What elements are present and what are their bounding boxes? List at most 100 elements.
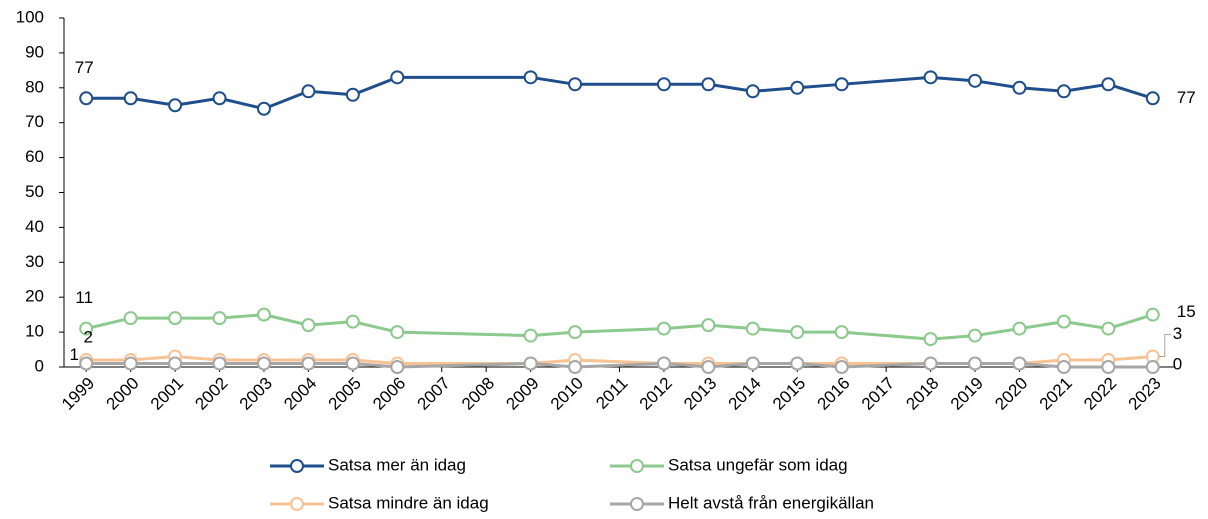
point [123, 91, 138, 106]
data-label: 0 [1173, 354, 1182, 373]
x-tick-label: 2001 [147, 374, 187, 414]
point [568, 325, 583, 340]
x-tick-label: 2006 [369, 374, 409, 414]
x-tick-label: 2022 [1080, 374, 1120, 414]
x-tick-label: 1999 [58, 374, 98, 414]
y-tick-label: 30 [25, 252, 44, 271]
point [656, 77, 671, 92]
x-tick-label: 2005 [325, 374, 365, 414]
point [923, 332, 938, 347]
x-tick-label: 2015 [769, 374, 809, 414]
legend-label: Satsa mer än idag [328, 455, 466, 474]
point [701, 77, 716, 92]
x-tick-label: 2023 [1125, 374, 1165, 414]
point [212, 91, 227, 106]
data-label: 77 [75, 58, 94, 77]
point [212, 356, 227, 371]
point [1101, 77, 1116, 92]
point [1056, 84, 1071, 99]
y-tick-label: 0 [35, 356, 44, 375]
point [568, 77, 583, 92]
x-tick-label: 2007 [414, 374, 454, 414]
x-tick-label: 2004 [280, 374, 320, 414]
x-tick-label: 2020 [991, 374, 1031, 414]
point [1012, 80, 1027, 95]
leader-line [1158, 334, 1171, 358]
y-tick-label: 80 [25, 77, 44, 96]
x-tick-label: 2014 [725, 374, 765, 414]
series-line [86, 75, 1154, 111]
point [790, 325, 805, 340]
legend-marker [630, 459, 644, 473]
x-tick-label: 2017 [858, 374, 898, 414]
point [168, 311, 183, 326]
y-tick-label: 90 [25, 42, 44, 61]
x-tick-label: 2019 [947, 374, 987, 414]
point [1101, 360, 1116, 374]
point [345, 87, 360, 102]
point [523, 70, 538, 85]
point [790, 356, 805, 371]
point [523, 328, 538, 343]
point [745, 356, 760, 371]
legend-marker [630, 497, 644, 511]
point [1145, 307, 1160, 322]
point [1012, 356, 1027, 371]
point [79, 356, 94, 371]
point [701, 360, 716, 374]
point [568, 360, 583, 374]
point [212, 311, 227, 326]
point [390, 70, 405, 85]
point [656, 321, 671, 336]
series-line [85, 313, 1154, 341]
x-tick-label: 2012 [636, 374, 676, 414]
legend-marker [290, 459, 304, 473]
point [1056, 360, 1071, 374]
point [968, 328, 983, 343]
data-label: 15 [1177, 302, 1196, 321]
x-tick-label: 2003 [236, 374, 276, 414]
point [79, 91, 94, 106]
point [1145, 360, 1160, 374]
legend-label: Satsa mindre än idag [328, 493, 489, 512]
data-label: 77 [1177, 88, 1196, 107]
x-tick-label: 2010 [547, 374, 587, 414]
x-tick-label: 2000 [102, 374, 142, 414]
point [301, 356, 316, 371]
point [1056, 314, 1071, 329]
data-label: 11 [75, 288, 93, 307]
x-tick-label: 2013 [680, 374, 720, 414]
y-tick-label: 20 [25, 287, 44, 306]
point [1101, 321, 1116, 336]
x-tick-label: 2011 [592, 374, 631, 413]
point [168, 356, 183, 371]
point [923, 356, 938, 371]
point [790, 80, 805, 95]
point [656, 356, 671, 371]
data-label: 3 [1173, 324, 1182, 343]
point [256, 101, 271, 116]
point [390, 360, 405, 374]
point [256, 307, 271, 322]
point [301, 84, 316, 99]
x-tick-label: 2016 [814, 374, 854, 414]
point [301, 318, 316, 333]
point [968, 73, 983, 88]
legend-marker [290, 497, 304, 511]
point [745, 84, 760, 99]
point [390, 325, 405, 340]
y-tick-label: 60 [25, 147, 44, 166]
point [968, 356, 983, 371]
point [923, 70, 938, 85]
point [745, 321, 760, 336]
point [345, 356, 360, 371]
x-tick-label: 2002 [191, 374, 231, 414]
point [1012, 321, 1027, 336]
y-tick-label: 10 [25, 322, 44, 341]
legend-label: Helt avstå från energikällan [668, 493, 874, 512]
x-tick-label: 2021 [1036, 374, 1076, 414]
x-tick-label: 2009 [502, 374, 542, 414]
point [123, 311, 138, 326]
y-tick-label: 50 [25, 182, 44, 201]
